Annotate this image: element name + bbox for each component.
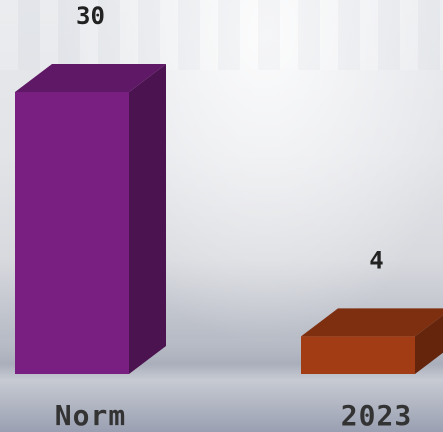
bar-front-2023 — [301, 336, 415, 374]
bar-side-2023 — [415, 315, 443, 374]
bar-top-2023 — [301, 308, 443, 337]
bars-group — [15, 64, 443, 374]
data-label-Norm: 30 — [76, 2, 105, 30]
category-label-Norm: Norm — [55, 399, 126, 432]
labels-group: 30 Norm 4 2023 — [55, 2, 412, 432]
data-label-2023: 4 — [369, 246, 383, 274]
category-label-2023: 2023 — [341, 399, 412, 432]
bar-top-Norm — [15, 64, 166, 92]
bar-side-Norm — [129, 64, 166, 374]
bar-front-Norm — [15, 92, 129, 374]
